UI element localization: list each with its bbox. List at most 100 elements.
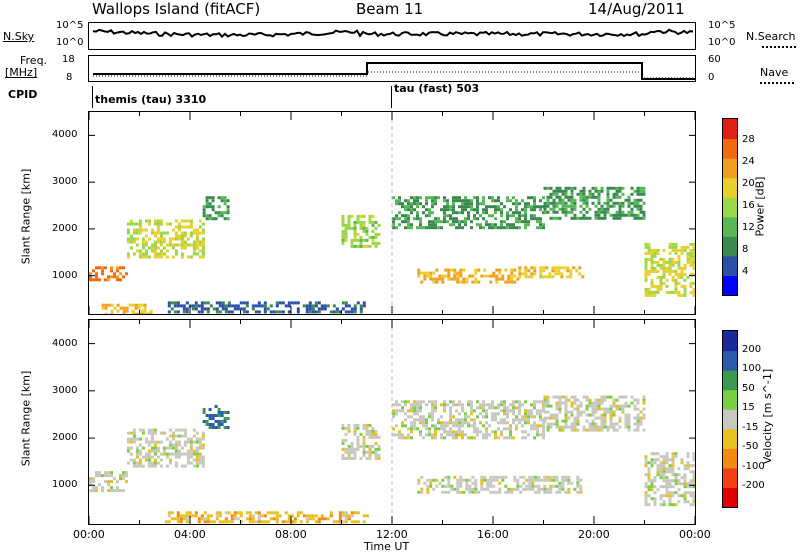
data-region	[417, 268, 520, 284]
data-region	[341, 423, 381, 460]
noise-right-tick-top: 10^5	[708, 20, 736, 31]
freq-line	[93, 62, 695, 80]
colorbar-swatch	[723, 467, 737, 488]
colorbar-swatch	[723, 138, 737, 159]
noise-right-tick-bottom: 10^0	[708, 37, 736, 48]
velocity-colorbar-tick: -100	[742, 461, 765, 472]
cpid-divider-mid	[391, 86, 392, 108]
noise-trace	[92, 28, 694, 39]
colorbar-swatch	[723, 177, 737, 198]
power-colorbar-tick: 8	[742, 244, 749, 255]
velocity-colorbar-tick: 15	[742, 402, 755, 413]
colorbar-swatch	[723, 197, 737, 218]
colorbar-swatch	[723, 389, 737, 410]
power-colorbar-tick: 20	[742, 178, 755, 189]
nave-legend-line	[760, 82, 794, 84]
power-colorbar-tick: 4	[742, 266, 749, 277]
freq-right-tick-bottom: 0	[708, 72, 715, 83]
velocity-colorbar-tick: 200	[742, 344, 762, 355]
data-region	[543, 395, 646, 432]
colorbar-swatch	[723, 275, 737, 296]
y-tick-label: 2000	[52, 223, 78, 234]
freq-left-tick-bottom: 8	[66, 72, 73, 83]
velocity-colorbar-tick: 100	[742, 363, 762, 374]
data-region	[101, 303, 153, 316]
data-region	[341, 214, 381, 248]
cpid-divider-left	[92, 86, 93, 108]
noise-sky-line	[92, 28, 694, 39]
power-colorbar-tick: 16	[742, 200, 755, 211]
x-axis-title: Time UT	[364, 540, 410, 553]
velocity-panel	[88, 319, 696, 525]
power-panel	[88, 111, 696, 316]
power-colorbar-scale	[723, 119, 737, 296]
colorbar-swatch	[723, 409, 737, 430]
freq-panel	[88, 55, 696, 82]
y-tick-label: 3000	[52, 176, 78, 187]
velocity-colorbar-label: Velocity [m s^-1]	[761, 369, 774, 464]
data-region	[392, 196, 545, 230]
beam-label: Beam 11	[356, 0, 424, 18]
velocity-ylabel: Slant Range [km]	[19, 370, 33, 467]
power-colorbar-tick: 24	[742, 156, 755, 167]
x-tick-label: 08:00	[275, 528, 307, 541]
x-tick-label: 16:00	[477, 528, 509, 541]
freq-right-tick-top: 60	[708, 54, 721, 65]
colorbar-swatch	[723, 119, 737, 140]
velocity-colorbar-tick: -15	[742, 422, 759, 433]
colorbar-swatch	[723, 331, 737, 352]
colorbar-swatch	[723, 236, 737, 257]
colorbar-swatch	[723, 448, 737, 469]
colorbar-swatch	[723, 350, 737, 371]
colorbar-swatch	[723, 428, 737, 449]
noise-panel	[88, 22, 696, 50]
power-heatmap	[88, 112, 696, 316]
nave-line	[93, 71, 695, 79]
data-region	[644, 242, 696, 297]
power-colorbar	[722, 118, 738, 296]
noise-left-tick-top: 10^5	[56, 20, 84, 31]
velocity-colorbar-tick: -50	[742, 441, 759, 452]
freq-label-1: Freq.	[20, 54, 48, 67]
y-tick-label: 1000	[52, 479, 78, 490]
data-region	[89, 266, 128, 282]
velocity-colorbar-tick: -200	[742, 480, 765, 491]
data-region	[202, 405, 230, 429]
y-tick-label: 3000	[52, 385, 78, 396]
date-label: 14/Aug/2011	[588, 0, 685, 18]
noise-left-label: N.Sky	[3, 30, 35, 43]
colorbar-swatch	[723, 216, 737, 237]
freq-trace	[93, 62, 695, 80]
freq-label-2: [MHz]	[5, 66, 38, 79]
data-region	[518, 266, 585, 279]
velocity-colorbar-tick: 50	[742, 383, 755, 394]
data-region	[164, 511, 369, 524]
velocity-heatmap	[88, 320, 696, 524]
x-tick-label: 04:00	[174, 528, 206, 541]
velocity-colorbar-label-text: Velocity [m s^-1]	[761, 368, 775, 465]
cpid-label: CPID	[8, 88, 38, 101]
data-region	[392, 400, 545, 440]
y-tick-label: 4000	[52, 338, 78, 349]
x-tick-label: 00:00	[73, 528, 105, 541]
colorbar-swatch	[723, 370, 737, 391]
y-tick-label: 2000	[52, 432, 78, 443]
data-region	[126, 219, 205, 259]
noise-left-tick-bottom: 10^0	[56, 37, 84, 48]
freq-left-tick-top: 18	[62, 54, 75, 65]
noise-right-legend-line	[762, 46, 796, 48]
velocity-colorbar-scale	[723, 331, 737, 508]
colorbar-swatch	[723, 255, 737, 276]
data-region	[89, 471, 128, 493]
cpid-mode-1: themis (tau) 3310	[95, 93, 207, 106]
noise-right-label: N.Search	[746, 30, 796, 43]
colorbar-swatch	[723, 487, 737, 508]
power-colorbar-tick: 28	[742, 134, 755, 145]
data-region	[543, 186, 646, 220]
data-region	[167, 301, 366, 314]
site-title: Wallops Island (fitACF)	[92, 0, 261, 18]
power-ylabel: Slant Range [km]	[19, 168, 33, 265]
x-tick-label: 12:00	[376, 528, 408, 541]
colorbar-swatch	[723, 158, 737, 179]
x-tick-label: 20:00	[578, 528, 610, 541]
